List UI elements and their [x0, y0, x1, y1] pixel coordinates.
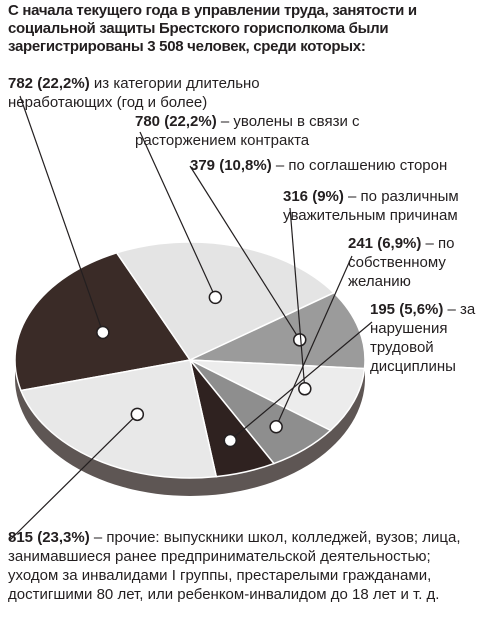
pie-slice	[14, 251, 192, 392]
label-dot	[96, 325, 110, 340]
pie-slice	[189, 291, 366, 370]
category-label: из категории длительно неработающих (год…	[8, 75, 260, 111]
label-dot	[130, 407, 145, 422]
value-label: 782 (22,2%)	[8, 75, 90, 92]
category-label: – по соглашению сторон	[275, 157, 448, 174]
leader-line	[289, 207, 306, 389]
value-label: 316 (9%)	[283, 188, 344, 205]
label-dot	[298, 382, 312, 396]
leader-line	[19, 95, 104, 333]
category-label: – по различным уважительным причинам	[283, 188, 459, 224]
label-dot	[208, 290, 223, 305]
value-label: 379 (10,8%)	[190, 157, 272, 174]
category-label: – по собственному желанию	[348, 235, 455, 290]
value-label: 780 (22,2%)	[135, 113, 217, 130]
leader-line	[139, 131, 216, 298]
value-label: 241 (6,9%)	[348, 235, 422, 252]
label-dot	[292, 333, 307, 347]
slice-label: 195 (5,6%) – за нарушения трудовой дисци…	[370, 300, 490, 376]
leader-line	[9, 413, 138, 541]
category-label: – за нарушения трудовой дисциплины	[370, 301, 476, 375]
value-label: 195 (5,6%)	[370, 301, 444, 318]
label-dot	[223, 433, 238, 448]
pie-slice	[19, 359, 218, 479]
value-label: 815 (23,3%)	[8, 529, 90, 546]
leader-line	[229, 321, 373, 441]
slice-label: 815 (23,3%) – прочие: выпускники школ, к…	[8, 528, 484, 604]
slice-label: 782 (22,2%) из категории длительно нераб…	[8, 74, 368, 112]
category-label: – уволены в связи с расторжением контрак…	[135, 113, 360, 149]
category-label: – прочие: выпускники школ, колледжей, ву…	[8, 529, 461, 603]
leader-line	[189, 165, 301, 341]
slice-label: 780 (22,2%) – уволены в связи с расторже…	[135, 112, 365, 150]
slice-label: 316 (9%) – по различным уважительным при…	[283, 187, 488, 225]
chart-title: С начала текущего года в управлении труд…	[8, 2, 417, 55]
label-dot	[269, 420, 283, 434]
slice-label: 379 (10,8%) – по соглашению сторон	[190, 156, 490, 175]
slice-label: 241 (6,9%) – по собственному желанию	[348, 234, 488, 291]
pie-slice	[189, 359, 366, 432]
leader-line	[275, 255, 353, 428]
pie-slice	[115, 241, 336, 361]
